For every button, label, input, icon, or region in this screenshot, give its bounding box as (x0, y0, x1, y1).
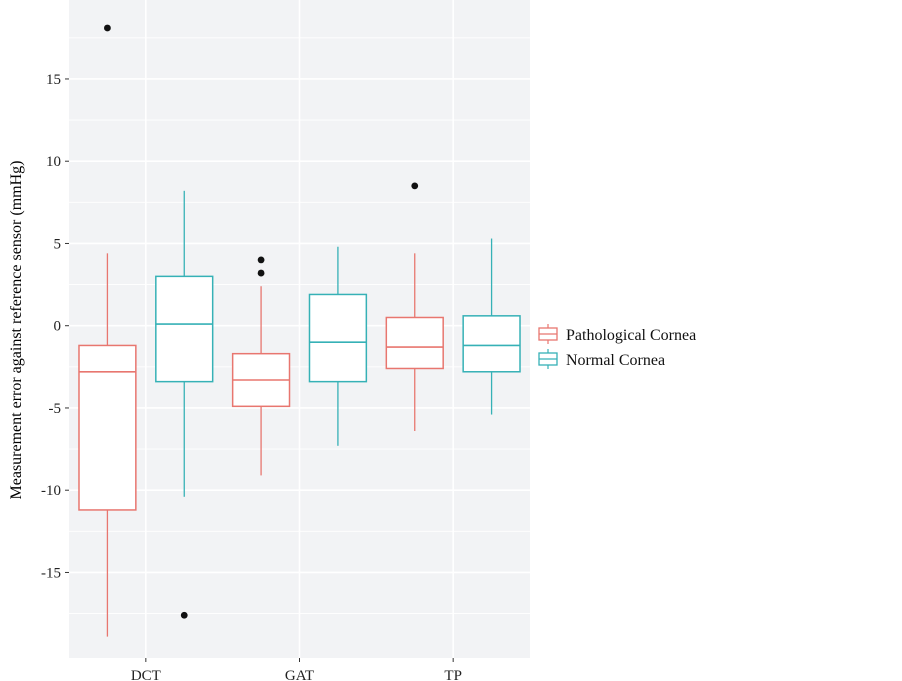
box-body (385, 316, 444, 370)
y-tick-label: 10 (46, 154, 61, 170)
outlier-point (104, 24, 111, 32)
y-tick-label: -10 (41, 483, 61, 499)
grid-major (69, 0, 530, 658)
legend-label: Pathological Cornea (566, 327, 696, 344)
outlier-point (257, 256, 265, 264)
box-body (462, 315, 521, 373)
boxes (78, 24, 521, 637)
box-body (308, 293, 368, 383)
box-gat-pathological (231, 256, 291, 476)
box-body (78, 344, 137, 511)
box-tp-normal (462, 238, 521, 415)
y-axis: -15 -10 -5 0 5 10 15 (41, 72, 69, 581)
outlier-point (180, 611, 188, 619)
box-dct-normal (155, 190, 214, 619)
box-dct-pathological (78, 24, 137, 637)
legend-item-normal: Normal Cornea (538, 349, 665, 369)
y-tick-label: -5 (49, 401, 62, 417)
y-tick-label: -15 (41, 565, 61, 581)
box-body (155, 275, 214, 383)
x-tick-label: DCT (131, 668, 161, 681)
outlier-point (257, 269, 265, 277)
y-tick-label: 5 (54, 236, 62, 252)
x-axis: DCT GAT TP (131, 658, 462, 681)
legend-item-pathological: Pathological Cornea (538, 324, 696, 344)
y-tick-label: 0 (54, 319, 62, 335)
box-gat-normal (308, 246, 368, 446)
y-axis-title: Measurement error against reference sens… (8, 161, 25, 500)
box-tp-pathological (385, 182, 444, 431)
y-tick-label: 15 (46, 72, 61, 88)
legend: Pathological Cornea Normal Cornea (538, 324, 696, 369)
outlier-point (411, 182, 419, 190)
legend-label: Normal Cornea (566, 352, 665, 369)
x-tick-label: TP (444, 668, 462, 681)
x-tick-label: GAT (285, 668, 314, 681)
